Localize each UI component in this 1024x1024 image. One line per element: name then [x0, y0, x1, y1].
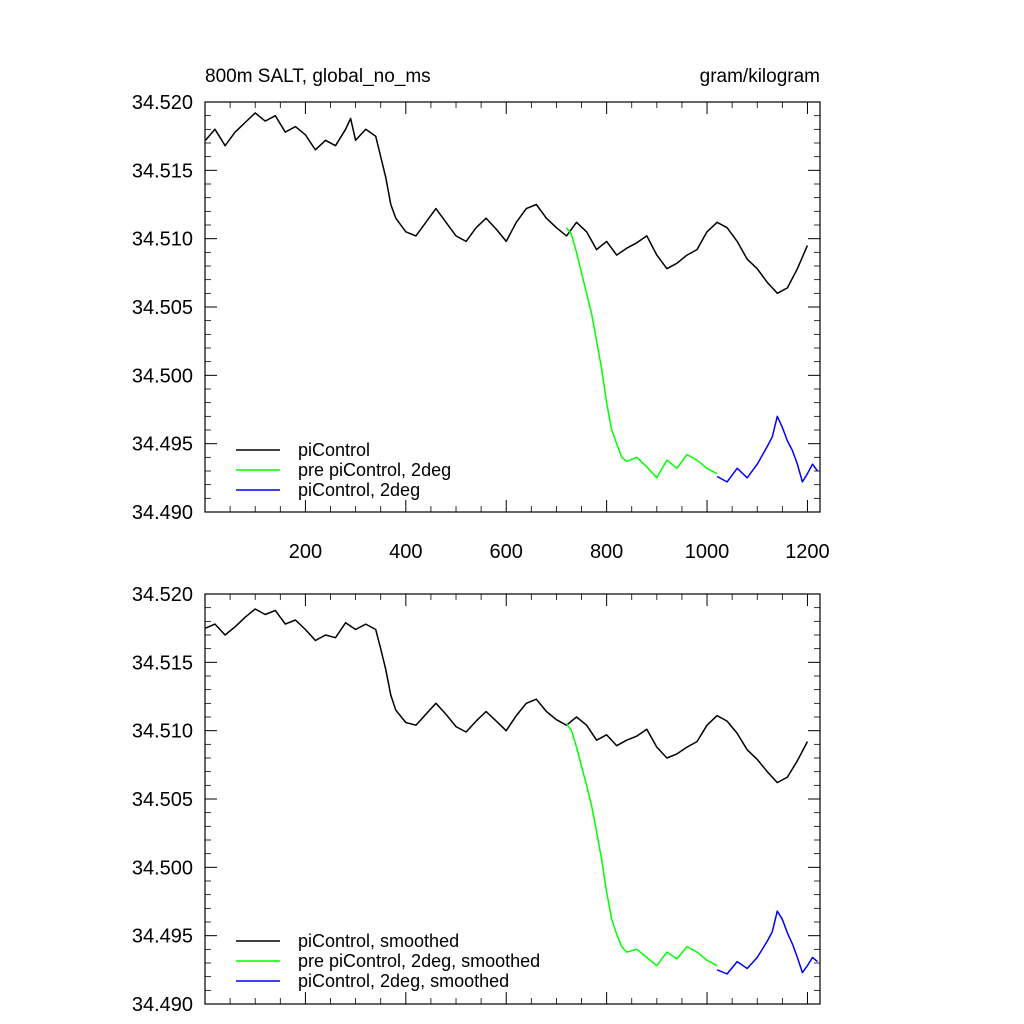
y-tick-label: 34.505	[132, 789, 193, 811]
series-line-0	[204, 112, 809, 295]
y-tick-label: 34.510	[132, 721, 193, 743]
y-tick-label: 34.520	[132, 92, 193, 114]
y-tick-label: 34.490	[132, 994, 193, 1016]
bottom-panel: 34.490 34.495 34.500 34.505 34.510 34.515 34.5…	[132, 584, 821, 1016]
top-panel: 34.490 34.495 34.500 34.505 34.510 34.515 34.5…	[132, 66, 830, 563]
legend-label-2: piControl, 2deg	[298, 480, 420, 500]
legend-label-2: piControl, 2deg, smoothed	[298, 971, 509, 991]
legend-label-0: piControl	[298, 440, 370, 460]
x-tick-label: 1000	[685, 541, 730, 563]
y-tick-label: 34.495	[132, 926, 193, 948]
x-tick-label: 1200	[785, 541, 830, 563]
x-tick-label: 600	[490, 541, 523, 563]
legend-label-0: piControl, smoothed	[298, 931, 459, 951]
y-tick-label: 34.510	[132, 229, 193, 251]
units-label: gram/kilogram	[700, 66, 820, 87]
x-tick-label: 400	[389, 541, 422, 563]
y-tick-label: 34.500	[132, 365, 193, 387]
y-tick-label: 34.515	[132, 652, 193, 674]
series-line-1	[565, 723, 718, 967]
x-tick-label: 800	[590, 541, 623, 563]
y-tick-label: 34.520	[132, 584, 193, 606]
series-line-2	[716, 910, 818, 975]
y-tick-label: 34.515	[132, 160, 193, 182]
chart-title: 800m SALT, global_no_ms	[205, 66, 431, 87]
y-tick-label: 34.495	[132, 434, 193, 456]
series-line-0	[205, 608, 809, 784]
x-tick-label: 200	[289, 541, 322, 563]
series-line-2	[716, 415, 819, 483]
legend-label-1: pre piControl, 2deg, smoothed	[298, 951, 540, 971]
y-tick-label: 34.505	[132, 297, 193, 319]
series-line-1	[565, 227, 718, 479]
y-tick-label: 34.500	[132, 857, 193, 879]
y-tick-label: 34.490	[132, 502, 193, 524]
legend-label-1: pre piControl, 2deg	[298, 460, 451, 480]
